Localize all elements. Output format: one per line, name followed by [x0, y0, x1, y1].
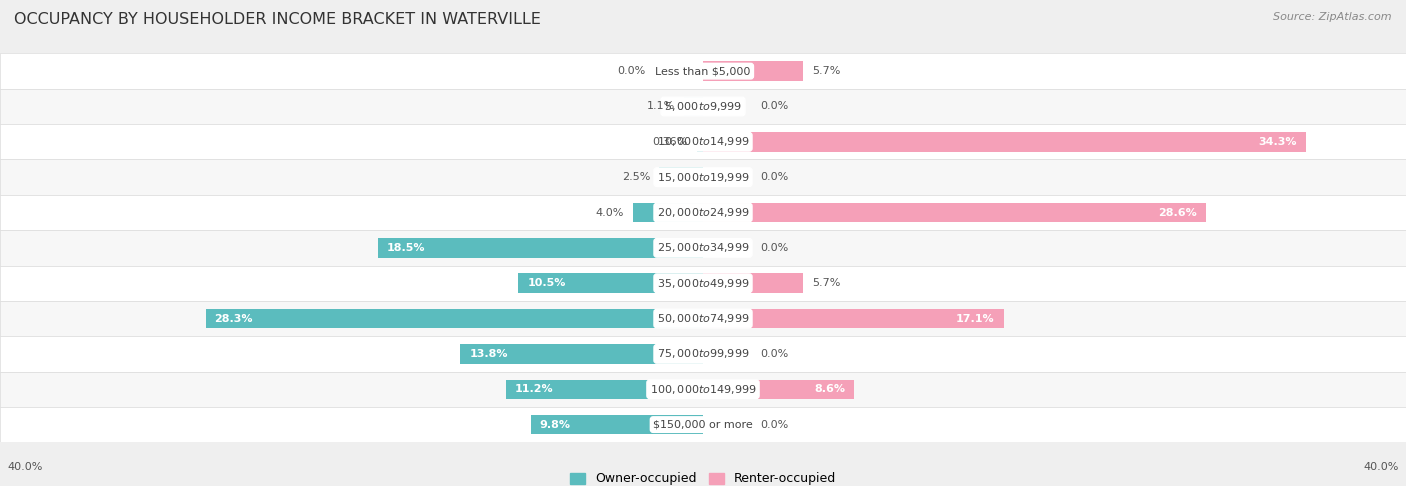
Text: $15,000 to $19,999: $15,000 to $19,999: [657, 171, 749, 184]
Text: $20,000 to $24,999: $20,000 to $24,999: [657, 206, 749, 219]
Bar: [703, 203, 1206, 222]
Bar: [378, 238, 703, 258]
Text: 0.0%: 0.0%: [761, 172, 789, 182]
Text: $10,000 to $14,999: $10,000 to $14,999: [657, 135, 749, 148]
Text: 40.0%: 40.0%: [1364, 462, 1399, 471]
Text: 0.36%: 0.36%: [652, 137, 688, 147]
Legend: Owner-occupied, Renter-occupied: Owner-occupied, Renter-occupied: [565, 468, 841, 486]
Text: Source: ZipAtlas.com: Source: ZipAtlas.com: [1274, 12, 1392, 22]
Text: 9.8%: 9.8%: [540, 419, 571, 430]
Text: 17.1%: 17.1%: [956, 313, 995, 324]
Text: $25,000 to $34,999: $25,000 to $34,999: [657, 242, 749, 254]
Text: 10.5%: 10.5%: [527, 278, 565, 288]
Bar: [0, 159, 1406, 195]
Text: 18.5%: 18.5%: [387, 243, 425, 253]
Text: 28.6%: 28.6%: [1159, 208, 1197, 218]
Bar: [703, 61, 803, 81]
Text: 0.0%: 0.0%: [761, 419, 789, 430]
Text: 2.5%: 2.5%: [621, 172, 650, 182]
Bar: [531, 415, 703, 434]
Bar: [519, 274, 703, 293]
Text: 0.0%: 0.0%: [761, 349, 789, 359]
Bar: [205, 309, 703, 328]
Bar: [703, 309, 1004, 328]
Bar: [0, 336, 1406, 372]
Bar: [703, 380, 855, 399]
Text: Less than $5,000: Less than $5,000: [655, 66, 751, 76]
Bar: [0, 230, 1406, 265]
Text: 0.0%: 0.0%: [761, 243, 789, 253]
Text: $100,000 to $149,999: $100,000 to $149,999: [650, 383, 756, 396]
Text: 5.7%: 5.7%: [813, 66, 841, 76]
Bar: [0, 195, 1406, 230]
Bar: [633, 203, 703, 222]
Text: $150,000 or more: $150,000 or more: [654, 419, 752, 430]
Text: 5.7%: 5.7%: [813, 278, 841, 288]
Bar: [0, 124, 1406, 159]
Bar: [0, 265, 1406, 301]
Text: 34.3%: 34.3%: [1258, 137, 1296, 147]
Bar: [697, 132, 703, 152]
Bar: [683, 97, 703, 116]
Text: 1.1%: 1.1%: [647, 102, 675, 111]
Text: $5,000 to $9,999: $5,000 to $9,999: [664, 100, 742, 113]
Bar: [506, 380, 703, 399]
Bar: [461, 344, 703, 364]
Text: 0.0%: 0.0%: [761, 102, 789, 111]
Bar: [0, 89, 1406, 124]
Text: 40.0%: 40.0%: [7, 462, 42, 471]
Bar: [0, 53, 1406, 89]
Bar: [703, 132, 1306, 152]
Text: $50,000 to $74,999: $50,000 to $74,999: [657, 312, 749, 325]
Text: 4.0%: 4.0%: [596, 208, 624, 218]
Bar: [659, 168, 703, 187]
Bar: [703, 274, 803, 293]
Bar: [0, 301, 1406, 336]
Text: 8.6%: 8.6%: [814, 384, 845, 394]
Text: $35,000 to $49,999: $35,000 to $49,999: [657, 277, 749, 290]
Bar: [0, 407, 1406, 442]
Text: 28.3%: 28.3%: [215, 313, 253, 324]
Text: 0.0%: 0.0%: [617, 66, 645, 76]
Bar: [0, 372, 1406, 407]
Text: 13.8%: 13.8%: [470, 349, 508, 359]
Text: 11.2%: 11.2%: [515, 384, 554, 394]
Text: OCCUPANCY BY HOUSEHOLDER INCOME BRACKET IN WATERVILLE: OCCUPANCY BY HOUSEHOLDER INCOME BRACKET …: [14, 12, 541, 27]
Text: $75,000 to $99,999: $75,000 to $99,999: [657, 347, 749, 361]
